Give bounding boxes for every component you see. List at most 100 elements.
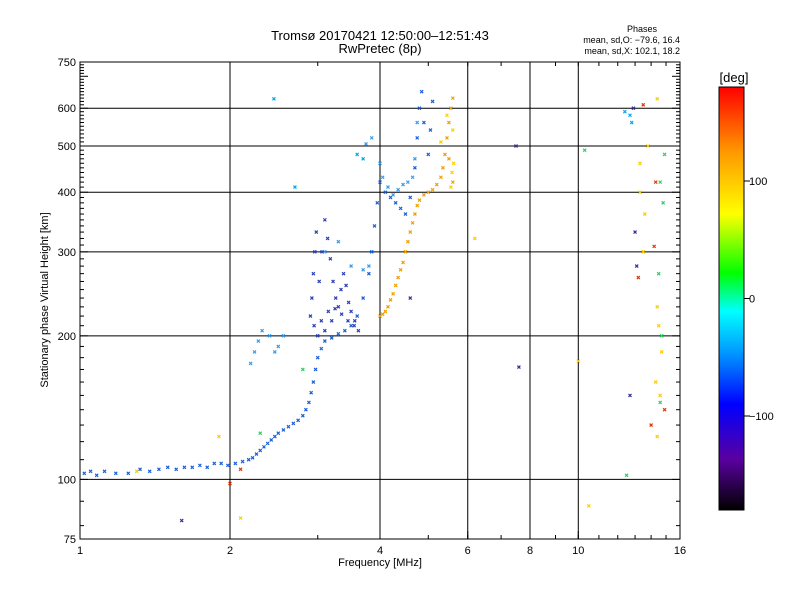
data-point	[369, 249, 374, 254]
data-point	[300, 413, 305, 418]
data-point	[228, 481, 232, 486]
data-point	[396, 187, 401, 192]
data-point	[658, 180, 663, 185]
data-point	[443, 152, 447, 157]
y-axis-label: Stationary phase Virtual Height [km]	[39, 212, 51, 387]
data-point	[322, 328, 327, 333]
data-point	[205, 465, 210, 470]
data-point	[364, 142, 368, 146]
data-point	[649, 423, 654, 427]
data-point	[317, 279, 322, 284]
data-point	[445, 135, 449, 140]
data-point	[451, 161, 456, 166]
data-point	[312, 249, 317, 254]
data-point	[415, 135, 420, 140]
data-point	[446, 120, 451, 125]
data-point	[415, 203, 420, 208]
data-point	[641, 249, 646, 254]
data-point	[438, 139, 443, 144]
x-axis-label: Frequency [MHz]	[338, 557, 422, 569]
data-point	[329, 318, 334, 323]
data-point	[331, 279, 335, 284]
data-point	[378, 180, 382, 185]
data-point	[366, 264, 371, 269]
data-point	[412, 212, 417, 216]
data-point	[333, 306, 337, 311]
data-point	[642, 212, 647, 216]
data-point	[258, 448, 263, 453]
data-point	[303, 407, 308, 412]
data-point	[315, 333, 320, 338]
data-point	[281, 427, 286, 432]
colorbar-tick-label: −100	[749, 411, 774, 423]
data-point	[410, 220, 415, 225]
data-point	[346, 318, 350, 323]
data-point	[346, 300, 351, 305]
data-point	[514, 144, 518, 148]
x-tick-label: 4	[377, 545, 383, 557]
data-point	[388, 195, 393, 200]
data-point	[383, 190, 388, 195]
data-point	[622, 109, 627, 114]
data-point	[333, 296, 338, 300]
data-point	[375, 200, 380, 205]
data-point	[252, 350, 257, 354]
data-point	[352, 323, 357, 328]
data-point	[250, 455, 255, 460]
data-point	[445, 113, 449, 118]
data-point	[138, 467, 143, 472]
data-point	[646, 144, 650, 148]
data-point	[403, 212, 408, 216]
data-point	[315, 355, 320, 360]
data-point	[216, 434, 221, 439]
data-point	[408, 296, 413, 300]
data-point	[311, 271, 316, 276]
y-tick-label: 100	[58, 474, 76, 486]
grid-lines	[80, 62, 680, 539]
phase-stats-o: mean, sd,O: −79.6, 16.4	[583, 35, 680, 45]
data-point	[662, 407, 667, 412]
x-tick-label: 1	[77, 545, 83, 557]
data-point	[254, 452, 259, 457]
data-point	[412, 156, 417, 161]
data-point	[306, 400, 311, 405]
data-point	[344, 283, 349, 288]
data-point	[309, 296, 314, 300]
data-point	[246, 457, 251, 462]
data-point	[636, 275, 641, 280]
data-point	[415, 120, 420, 125]
data-point	[328, 256, 333, 261]
data-point	[652, 244, 657, 249]
data-point	[641, 102, 646, 107]
data-point	[94, 473, 99, 478]
data-point	[349, 323, 354, 328]
data-point	[582, 148, 587, 153]
x-axis-ticks: 1 2 4 6 8 10 16	[77, 62, 686, 557]
phase-stats-x: mean, sd,X: 102.1, 18.2	[584, 46, 680, 56]
data-point	[342, 328, 347, 333]
data-point	[438, 175, 443, 180]
data-point	[441, 165, 445, 170]
data-point	[313, 367, 318, 372]
data-point	[417, 106, 422, 111]
data-point	[383, 309, 388, 314]
data-point	[238, 467, 243, 472]
data-point	[219, 461, 224, 466]
data-point	[272, 434, 277, 439]
data-point	[309, 390, 314, 395]
data-point	[403, 249, 408, 254]
data-point	[378, 161, 382, 166]
x-tick-label: 10	[572, 545, 584, 557]
data-point	[380, 312, 385, 317]
data-point	[319, 346, 324, 351]
data-point	[658, 400, 663, 405]
data-point	[388, 297, 393, 302]
data-point	[286, 424, 291, 429]
data-point	[349, 264, 354, 269]
data-point	[412, 165, 417, 170]
data-point	[638, 190, 642, 195]
data-point	[450, 96, 455, 101]
data-point	[408, 230, 413, 234]
data-point	[225, 463, 230, 468]
